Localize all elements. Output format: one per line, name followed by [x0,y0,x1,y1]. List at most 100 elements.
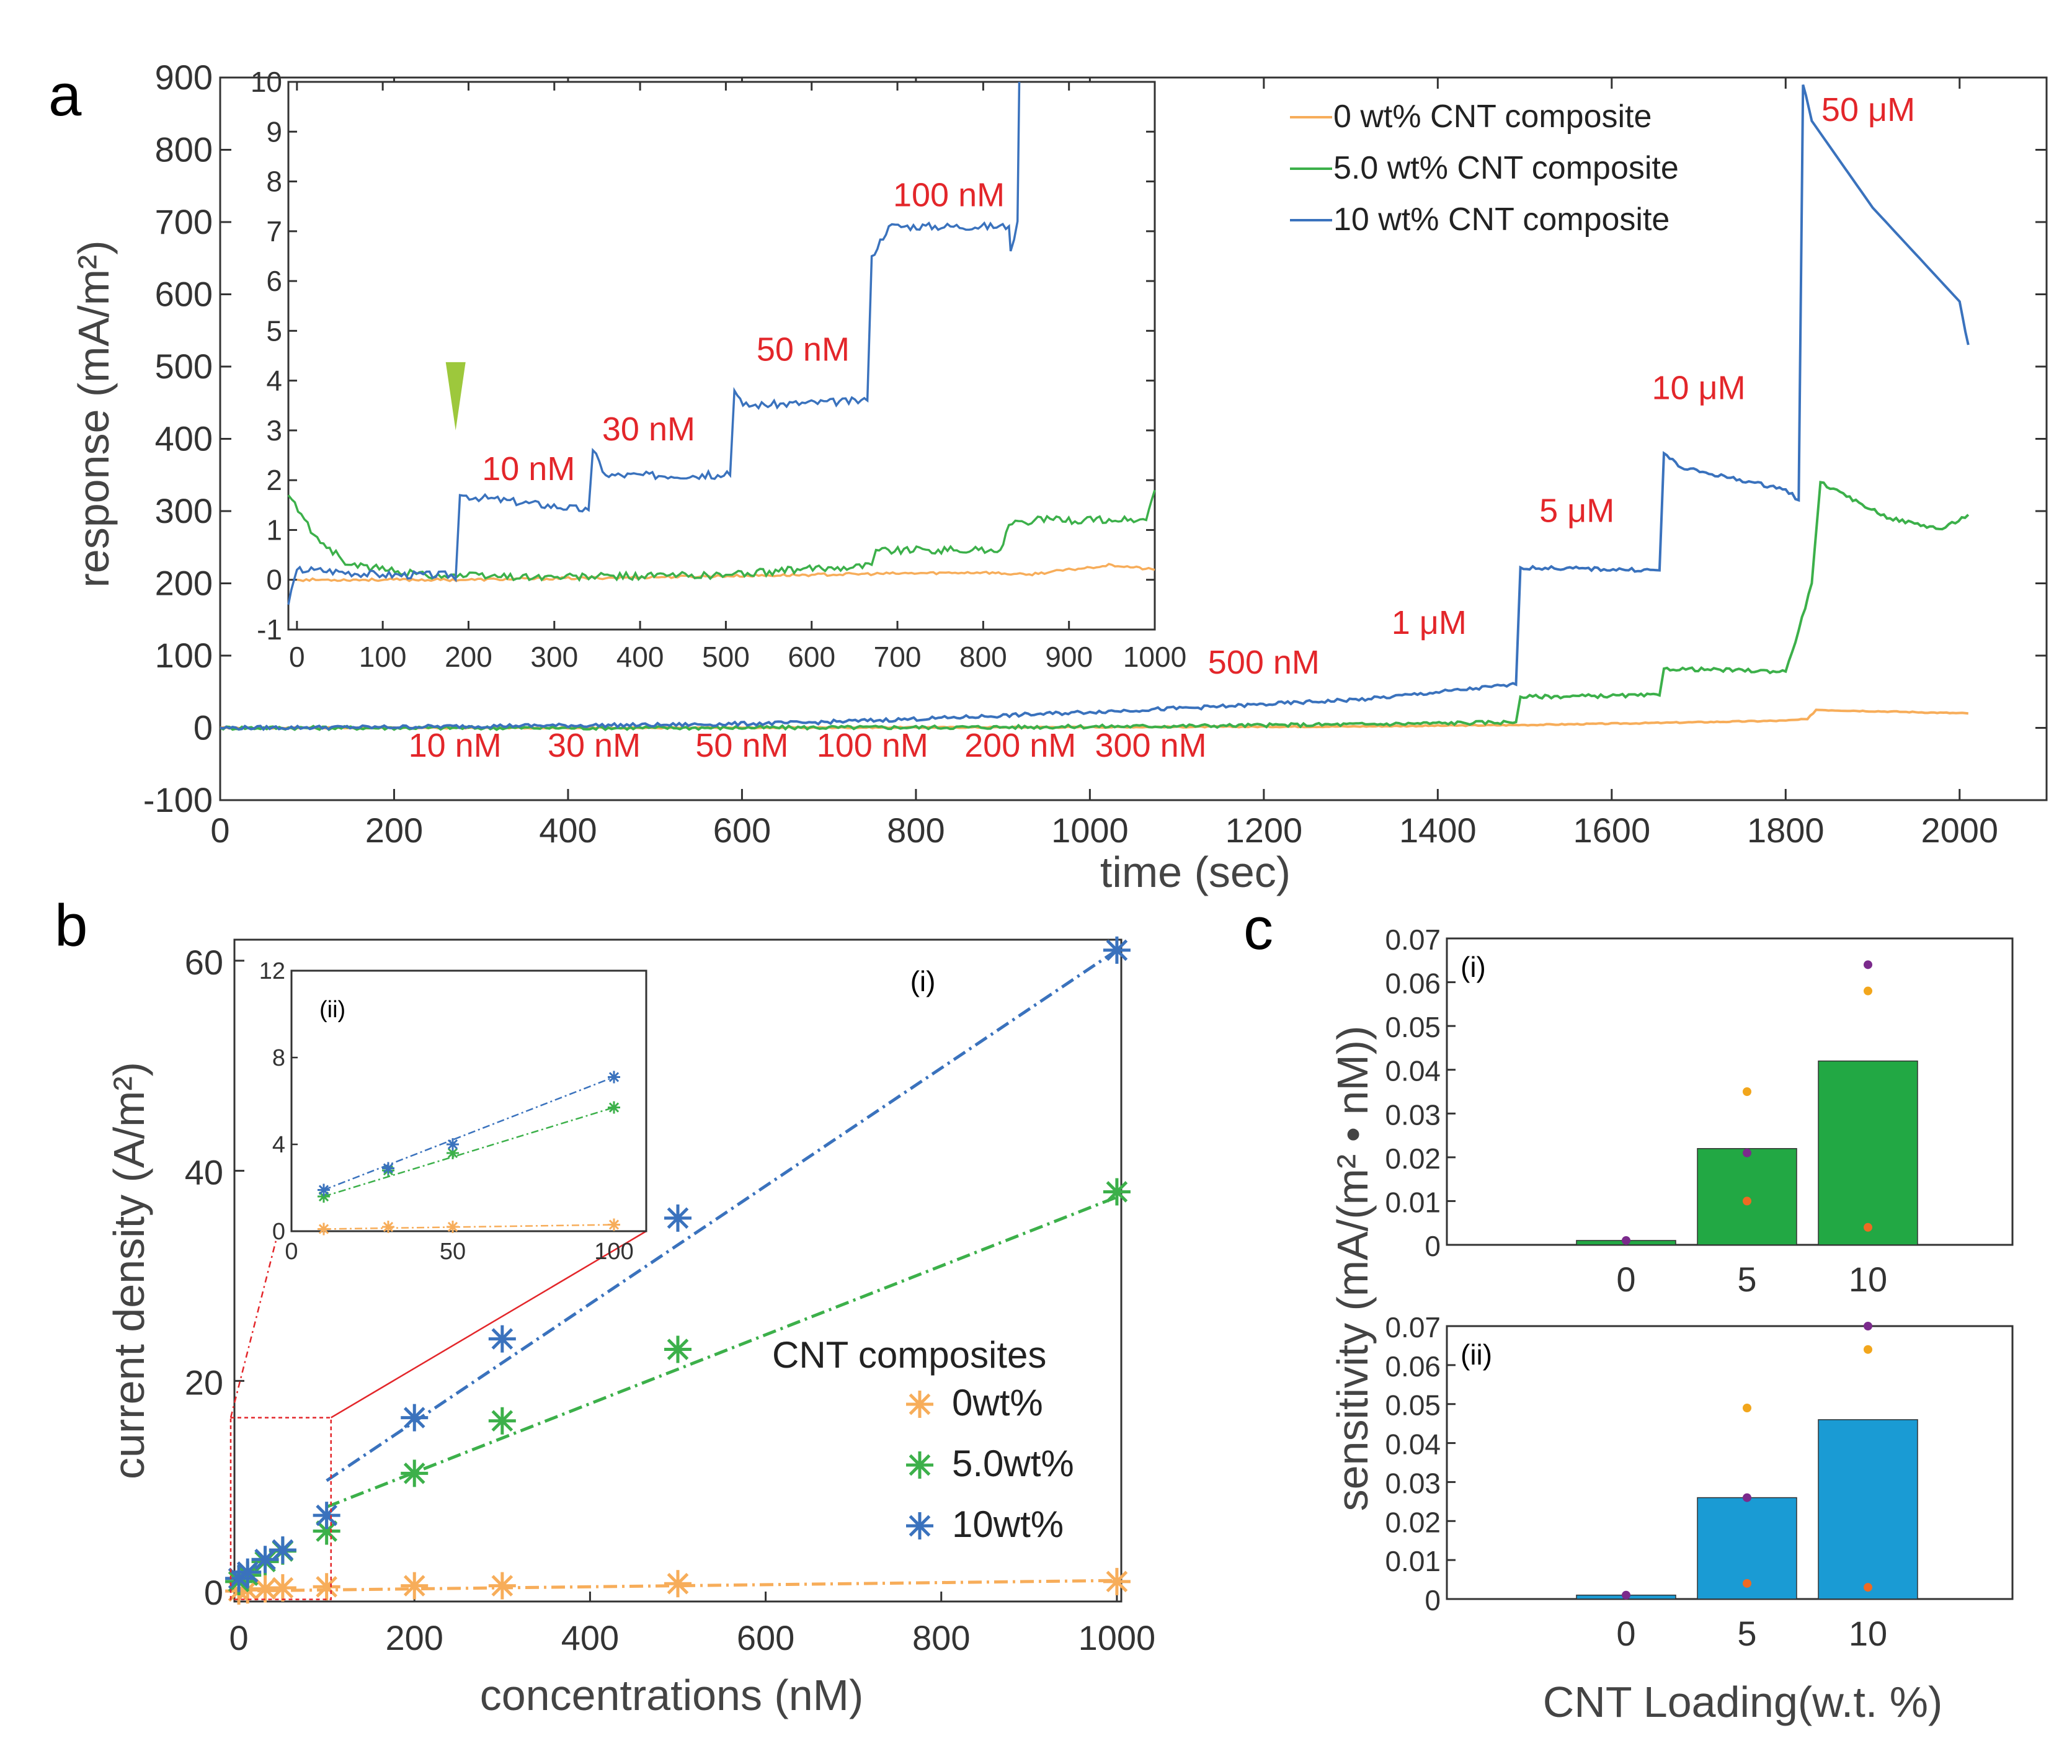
b-inset-panel-label-ii: (ii) [319,997,345,1023]
b-inset-fit-line-1 [323,1107,615,1198]
a-ytick-label: 500 [155,347,213,386]
a-ytick-label: 900 [155,58,213,97]
a-ytick-label: 0 [193,708,213,747]
b-inset-data-point-2 [608,1071,620,1084]
chart-c2-xtick-label: 0 [1616,1614,1635,1653]
a-xtick-label: 2000 [1921,811,1998,850]
a-inset-ytick-label: 10 [251,66,282,98]
b-fit-line-2 [326,948,1118,1482]
chart-c2-ytick-label: 0.06 [1385,1350,1441,1383]
a-legend-entry-2: 10 wt% CNT composite [1333,202,1670,238]
a-ytick-label: 300 [155,491,213,530]
a-concentration-label: 10 μM [1652,369,1745,406]
b-data-point-1 [664,1335,691,1363]
chart-c1-ytick-label: 0 [1425,1230,1441,1262]
chart-c1-replicate-dot [1743,1087,1751,1096]
chart-c1-replicate-dot [1743,1196,1751,1206]
chart-c2-ytick-label: 0.01 [1385,1545,1441,1577]
chart-c1-replicate-dot [1622,1236,1630,1245]
a-ytick-label: 800 [155,130,213,169]
a-inset-ytick-label: -1 [257,613,282,646]
a-concentration-label: 200 nM [964,727,1076,764]
chart-c2-replicate-dot [1622,1590,1630,1600]
chart-c-i: 0 0.01 0.02 0.03 0.04 0.05 0.06 0.07 0 5 10 (i) sens… [1328,924,2014,1511]
chart-c1-ytick-label: 0.05 [1385,1011,1441,1043]
a-inset-xtick-label: 900 [1045,641,1093,673]
chart-a-inset: 0 100 200 300 400 500 600 700 800 900 1000-1012345… [251,66,1186,673]
a-inset-xtick-label: 400 [616,641,664,673]
a-xtick-label: 400 [539,811,597,850]
a-inset-xtick-label: 500 [702,641,750,673]
a-inset-ytick-label: 0 [266,564,282,596]
b-fit-line-1 [326,1195,1118,1508]
a-inset-concentration-label: 30 nM [602,411,695,448]
b-inset-xtick-label: 50 [440,1239,466,1265]
chart-c1-ytick-label: 0.03 [1385,1098,1441,1131]
a-concentration-label: 50 μM [1821,91,1915,128]
b-inset-xtick-label: 0 [285,1239,298,1265]
a-inset-xtick-label: 700 [874,641,922,673]
b-data-point-2 [664,1204,691,1232]
b-inset-data-point-2 [318,1183,330,1196]
b-data-point-2 [1103,936,1131,964]
a-xtick-label: 1000 [1051,811,1129,850]
b-legend-marker-2 [906,1512,933,1539]
chart-c2-ytick-label: 0.02 [1385,1506,1441,1538]
b-zoom-box [229,1417,332,1600]
a-xtick-label: 200 [365,811,423,850]
b-data-point-1 [313,1517,340,1545]
chart-c2-replicate-dot [1864,1322,1872,1330]
b-data-point-2 [401,1404,429,1432]
a-concentration-label: 100 nM [817,727,928,764]
b-ytick-label: 40 [185,1153,223,1192]
b-inset-fit-line-0 [323,1224,615,1230]
a-inset-ytick-label: 8 [266,166,282,198]
b-legend-title: CNT composites [772,1334,1046,1376]
a-yaxis-label: response (mA/m²) [69,240,118,587]
chart-c2-ytick-label: 0.04 [1385,1428,1441,1461]
b-panel-label-i: (i) [910,965,936,997]
a-inset-xtick-label: 800 [959,641,1007,673]
a-concentration-label: 50 nM [695,727,788,764]
b-ytick-label: 60 [185,943,223,982]
b-data-point-2 [234,1558,262,1586]
a-ytick-label: 700 [155,202,213,241]
chart-c2-xtick-label: 5 [1737,1614,1756,1653]
chart-c2-panel-label: (ii) [1461,1339,1492,1371]
chart-c2-replicate-dot [1743,1404,1751,1412]
chart-c1-bar-5 [1697,1147,1797,1245]
panel-label-a: a [48,62,82,128]
b-ytick-label: 20 [185,1363,223,1402]
a-xtick-label: 0 [210,811,229,850]
b-legend-marker-1 [906,1451,933,1479]
a-xaxis-label: time (sec) [1100,848,1291,896]
a-inset-series-line-0 [296,563,1155,582]
chart-c2-replicate-dot [1864,1583,1872,1592]
b-inset-data-point-0 [608,1218,620,1231]
b-xtick-label: 200 [386,1618,443,1657]
a-inset-ytick-label: 2 [266,464,282,496]
chart-c1-replicate-dot [1864,960,1872,969]
a-ytick-label: 400 [155,419,213,458]
chart-c2-xtick-label: 10 [1849,1614,1887,1653]
b-inset-data-point-2 [447,1138,459,1151]
b-xaxis-label: concentrations (nM) [480,1671,864,1719]
b-xtick-label: 600 [737,1618,794,1657]
panel-label-c: c [1243,896,1273,962]
a-inset-frame [287,81,1156,631]
b-data-point-0 [1103,1567,1131,1595]
b-inset-frame [290,969,647,1232]
b-data-point-0 [401,1572,429,1600]
b-inset-data-point-1 [608,1101,620,1114]
b-inset-xtick-label: 100 [594,1239,633,1265]
b-data-point-2 [269,1536,296,1564]
a-inset-ytick-label: 3 [266,414,282,447]
a-legend-entry-0: 0 wt% CNT composite [1333,99,1652,135]
a-inset-xtick-label: 0 [289,641,305,673]
b-inset-ytick-label: 4 [272,1132,285,1158]
a-concentration-label: 1 μM [1392,604,1467,641]
b-zoom-connector-left [229,1240,277,1418]
a-inset-series-line-2 [287,81,1021,605]
